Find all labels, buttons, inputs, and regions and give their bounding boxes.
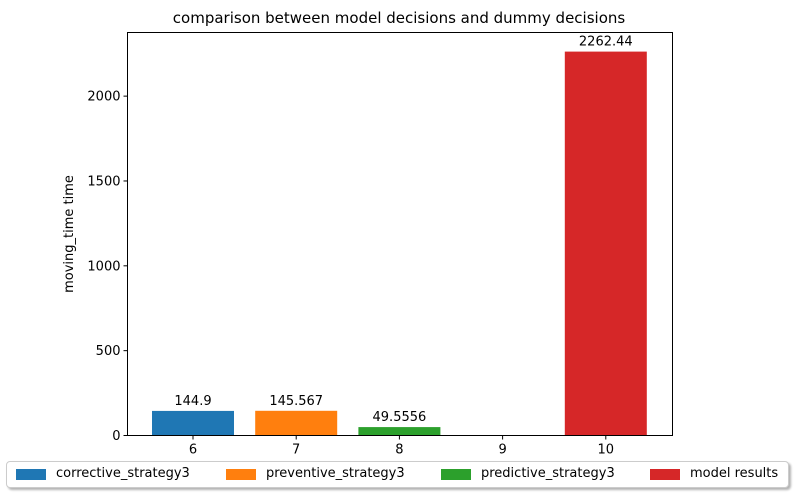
legend-label-model-results: model results	[690, 466, 779, 481]
bar-value-label: 145.567	[269, 394, 323, 409]
legend: corrective_strategy3 preventive_strategy…	[6, 461, 789, 488]
bar-value-label: 2262.44	[579, 35, 633, 50]
legend-label-preventive: preventive_strategy3	[266, 466, 405, 481]
bar	[358, 427, 441, 436]
legend-swatch-model-results	[650, 469, 680, 480]
y-axis-label: moving_time time	[62, 175, 77, 293]
bar	[255, 410, 338, 436]
bar-value-label: 49.5556	[373, 410, 427, 425]
legend-label-predictive: predictive_strategy3	[481, 466, 615, 481]
y-tick-label: 2000	[87, 90, 120, 105]
x-tick-label: 8	[395, 443, 403, 458]
x-tick-label: 9	[498, 443, 506, 458]
chart-title: comparison between model decisions and d…	[173, 9, 626, 27]
y-tick-label: 1000	[87, 259, 120, 274]
y-tick-label: 500	[96, 344, 121, 359]
bar	[152, 410, 234, 436]
bar-value-label: 144.9	[174, 394, 211, 409]
axis-ticks: 0 500 1000 1500 2000 6 7 8 9 10	[87, 90, 614, 458]
y-tick-label: 0	[112, 429, 120, 444]
x-tick-label: 7	[292, 443, 300, 458]
legend-swatch-preventive	[226, 469, 256, 480]
legend-swatch-predictive	[441, 469, 471, 480]
legend-swatch-corrective	[16, 469, 46, 480]
bar	[564, 51, 647, 436]
legend-label-corrective: corrective_strategy3	[56, 466, 190, 481]
bar-value-labels: 144.9 145.567 49.5556 2262.44	[174, 35, 632, 425]
plot-area-frame	[127, 32, 673, 436]
x-tick-label: 6	[189, 443, 197, 458]
y-tick-label: 1500	[87, 174, 120, 189]
bar-series	[152, 51, 647, 436]
x-tick-label: 10	[598, 443, 615, 458]
